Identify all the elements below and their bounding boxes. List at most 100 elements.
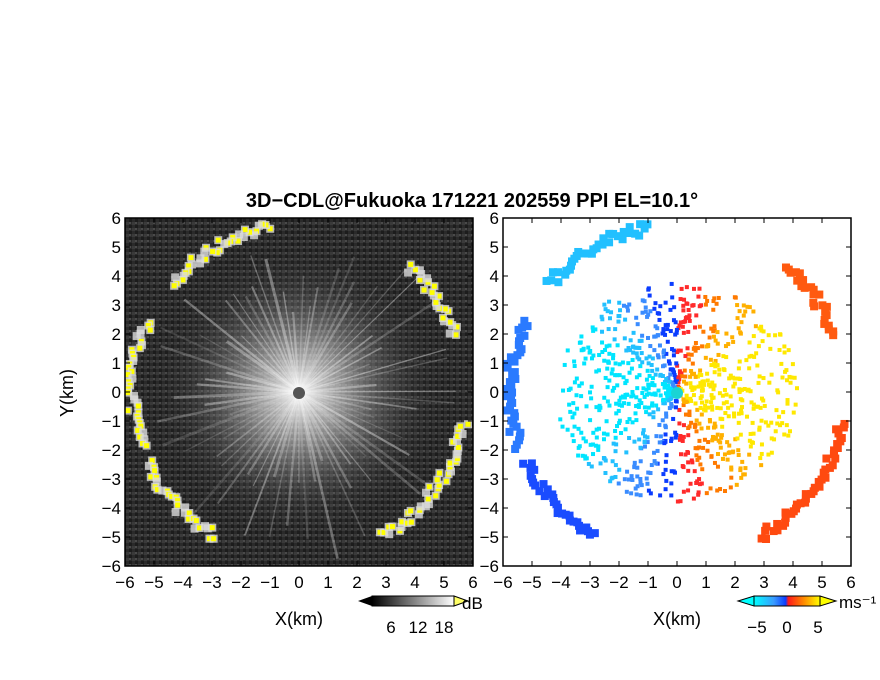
velocity-cell bbox=[596, 444, 601, 449]
velocity-cell bbox=[672, 370, 677, 375]
x-tick-label: 1 bbox=[323, 573, 332, 592]
reflectivity-ring-cell-high bbox=[193, 518, 199, 524]
velocity-cell bbox=[617, 402, 622, 407]
velocity-ring-cell bbox=[781, 513, 790, 522]
velocity-cell bbox=[786, 433, 791, 438]
velocity-cell bbox=[631, 330, 636, 335]
velocity-cell bbox=[623, 427, 628, 432]
velocity-cell bbox=[716, 438, 721, 443]
velocity-ring-cell bbox=[822, 454, 831, 463]
reflectivity-ray bbox=[223, 391, 300, 440]
velocity-ring-cell bbox=[508, 388, 517, 397]
velocity-cell bbox=[678, 348, 683, 353]
velocity-cell bbox=[758, 456, 763, 461]
velocity-cell bbox=[699, 426, 704, 431]
x-tick-label: 2 bbox=[352, 573, 361, 592]
x-tick-label: −3 bbox=[580, 573, 599, 592]
velocity-cell bbox=[639, 401, 644, 406]
velocity-ring-cell bbox=[791, 268, 800, 277]
y-tick-label: 6 bbox=[490, 209, 499, 228]
velocity-cell bbox=[648, 471, 653, 476]
velocity-cell bbox=[752, 354, 757, 359]
velocity-cell bbox=[644, 356, 649, 361]
velocity-cell bbox=[601, 431, 606, 436]
figure-title: 3D−CDL@Fukuoka 171221 202559 PPI EL=10.1… bbox=[246, 190, 698, 212]
reflectivity-ray bbox=[196, 383, 300, 394]
velocity-cell bbox=[708, 419, 713, 424]
velocity-cell bbox=[730, 375, 735, 380]
velocity-cell bbox=[632, 460, 637, 465]
velocity-cell bbox=[683, 374, 688, 379]
velocity-cell bbox=[671, 318, 676, 323]
velocity-cell bbox=[740, 405, 745, 410]
velocity-cell bbox=[616, 319, 621, 324]
x-tick-label: 1 bbox=[701, 573, 710, 592]
velocity-cell bbox=[736, 448, 741, 453]
velocity-ring-cell bbox=[554, 268, 563, 277]
velocity-cell bbox=[738, 432, 743, 437]
velocity-cell bbox=[665, 393, 670, 398]
velocity-panel: −6 −5 −4 −3 −2 −1 0 1 2 3 4 5 6 6 5 4 3 2 1 0 −1 −2 −3 −4 −5 −6 X… bbox=[480, 209, 877, 637]
velocity-cell bbox=[681, 308, 686, 313]
velocity-cell bbox=[572, 411, 577, 416]
velocity-cell bbox=[788, 380, 793, 385]
velocity-ticks: −6 −5 −4 −3 −2 −1 0 1 2 3 4 5 6 6 5 4 3 2 1 0 −1 −2 −3 −4 −5 −6 bbox=[480, 209, 856, 592]
velocity-cell bbox=[682, 297, 687, 302]
velocity-cell bbox=[588, 418, 593, 423]
velocity-colorbar-gradient bbox=[753, 595, 821, 607]
velocity-cell bbox=[663, 323, 668, 328]
velocity-cell bbox=[617, 398, 622, 403]
velocity-cell bbox=[634, 315, 639, 320]
reflectivity-ring-cell bbox=[171, 508, 180, 517]
reflectivity-ring-cell-high bbox=[154, 487, 160, 493]
velocity-cell bbox=[722, 452, 727, 457]
reflectivity-ring-cell-high bbox=[137, 345, 143, 351]
velocity-cell bbox=[685, 301, 690, 306]
reflectivity-ring-cell-high bbox=[455, 445, 461, 451]
velocity-cell bbox=[656, 355, 661, 360]
velocity-cell bbox=[622, 401, 627, 406]
velocity-cell bbox=[737, 387, 742, 392]
velocity-cell bbox=[683, 354, 688, 359]
velocity-cell bbox=[735, 436, 740, 441]
velocity-cell bbox=[718, 445, 723, 450]
velocity-cell bbox=[650, 356, 655, 361]
velocity-cell bbox=[695, 407, 700, 412]
velocity-cell bbox=[751, 406, 756, 411]
velocity-cell bbox=[679, 286, 684, 291]
velocity-cell bbox=[697, 324, 702, 329]
velocity-cell bbox=[717, 367, 722, 372]
velocity-cell bbox=[567, 402, 572, 407]
reflectivity-ring-cell-high bbox=[425, 496, 431, 502]
reflectivity-ring-cell bbox=[423, 274, 432, 283]
reflectivity-ring-cell-high bbox=[421, 287, 427, 293]
velocity-cell bbox=[660, 382, 665, 387]
reflectivity-ring-cell bbox=[458, 430, 467, 439]
velocity-cell bbox=[578, 340, 583, 345]
velocity-cell bbox=[625, 304, 630, 309]
velocity-cell bbox=[745, 304, 750, 309]
velocity-cell bbox=[640, 298, 645, 303]
velocity-ring-cell bbox=[549, 493, 558, 502]
velocity-ring-cell bbox=[543, 485, 552, 494]
velocity-cell bbox=[658, 304, 663, 309]
velocity-cell bbox=[566, 387, 571, 392]
velocity-cell bbox=[689, 420, 694, 425]
velocity-cell bbox=[654, 461, 659, 466]
velocity-cell bbox=[574, 376, 579, 381]
velocity-cell bbox=[773, 333, 778, 338]
velocity-cell bbox=[697, 455, 702, 460]
velocity-cell bbox=[652, 306, 657, 311]
velocity-echo-ring bbox=[503, 220, 849, 543]
velocity-cell bbox=[640, 333, 645, 338]
velocity-cell bbox=[696, 492, 701, 497]
reflectivity-ring-cell-high bbox=[175, 498, 181, 504]
velocity-cell bbox=[644, 387, 649, 392]
velocity-ring-cell bbox=[511, 374, 520, 383]
reflectivity-ray bbox=[252, 391, 300, 487]
reflectivity-ray bbox=[160, 345, 300, 394]
velocity-ring-cell bbox=[809, 298, 818, 307]
velocity-cell bbox=[650, 368, 655, 373]
velocity-cell bbox=[718, 406, 723, 411]
velocity-cell bbox=[683, 316, 688, 321]
